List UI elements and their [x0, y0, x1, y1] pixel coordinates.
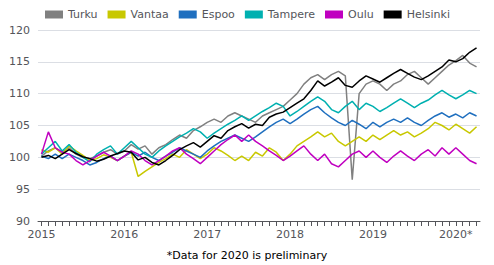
svg-text:2019: 2019: [359, 228, 387, 241]
svg-text:95: 95: [16, 183, 30, 196]
svg-text:105: 105: [9, 119, 30, 132]
svg-text:100: 100: [9, 151, 30, 164]
svg-text:Oulu: Oulu: [348, 8, 374, 21]
svg-text:90: 90: [16, 215, 30, 228]
svg-text:120: 120: [9, 24, 30, 37]
svg-text:Helsinki: Helsinki: [407, 8, 450, 21]
svg-text:Vantaa: Vantaa: [131, 8, 169, 21]
svg-text:110: 110: [9, 87, 30, 100]
svg-text:Turku: Turku: [67, 8, 98, 21]
svg-text:Espoo: Espoo: [202, 8, 235, 21]
svg-text:2018: 2018: [276, 228, 304, 241]
svg-text:115: 115: [9, 55, 30, 68]
svg-text:2017: 2017: [193, 228, 221, 241]
svg-text:2015: 2015: [27, 228, 55, 241]
svg-text:Tampere: Tampere: [267, 8, 315, 21]
svg-text:*Data for 2020 is preliminary: *Data for 2020 is preliminary: [167, 249, 328, 262]
svg-text:2016: 2016: [110, 228, 138, 241]
svg-text:2020*: 2020*: [439, 228, 473, 241]
